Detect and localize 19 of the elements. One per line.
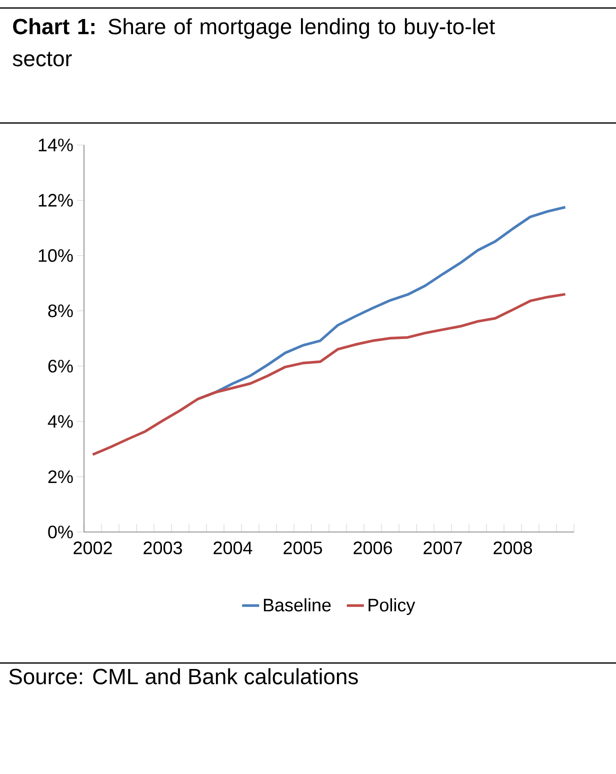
y-tick-label: 2% bbox=[48, 470, 73, 484]
legend-label: Baseline bbox=[264, 598, 331, 612]
x-tick-label: 2002 bbox=[74, 542, 112, 554]
x-tick-label: 2003 bbox=[144, 542, 182, 554]
x-tick-label: 2008 bbox=[494, 542, 532, 554]
legend-label: Policy bbox=[368, 598, 416, 616]
x-tick-label: 2007 bbox=[424, 542, 462, 554]
y-tick-label: 4% bbox=[48, 415, 73, 428]
chart-title: Chart 1: Share of mortgage lending to buy-to-let sector bbox=[12, 18, 495, 66]
y-tick-label: 14% bbox=[38, 138, 73, 152]
y-tick-label: 0% bbox=[48, 526, 73, 538]
y-tick-label: 6% bbox=[48, 360, 73, 373]
y-tick-label: 12% bbox=[38, 194, 73, 207]
x-tick-label: 2006 bbox=[354, 542, 392, 554]
y-tick-label: 10% bbox=[38, 249, 73, 262]
x-tick-label: 2005 bbox=[284, 542, 322, 554]
source-note: Source: CML and Bank calculations bbox=[9, 668, 358, 684]
y-tick-label: 8% bbox=[48, 304, 73, 318]
x-tick-label: 2004 bbox=[214, 542, 252, 554]
